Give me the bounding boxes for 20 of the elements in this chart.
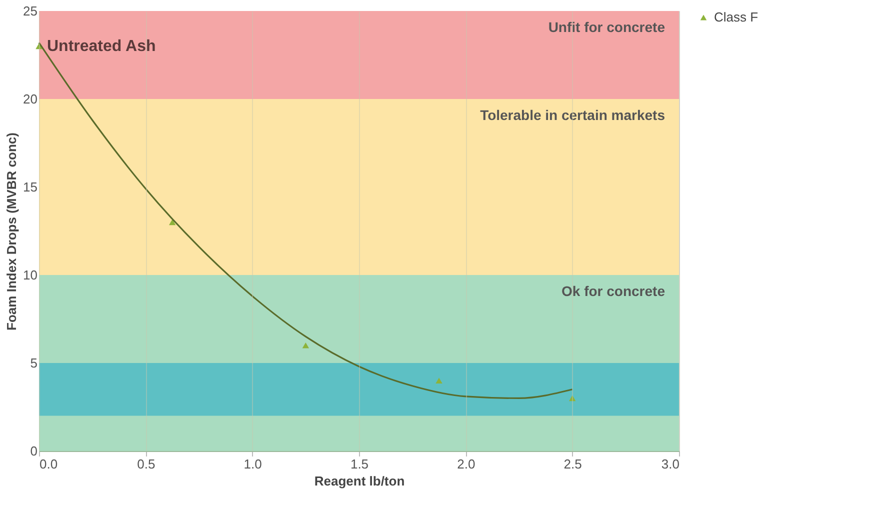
y-tick-label: 5 (30, 356, 38, 370)
annotation: Untreated Ash (47, 38, 156, 56)
band-label: Unfit for concrete (548, 19, 666, 35)
x-tick-label: 1.5 (350, 456, 369, 472)
x-tick-label: 1.0 (244, 456, 262, 472)
x-tick-label: 3.0 (661, 456, 680, 472)
band-label: Ok for concrete (562, 283, 666, 299)
x-tick-label: 0.5 (137, 456, 156, 472)
y-tick-label: 15 (23, 180, 38, 194)
legend-label: Class F (714, 10, 758, 24)
x-tick-label: 0.0 (40, 456, 58, 472)
band-label: Tolerable in certain markets (480, 107, 666, 123)
y-tick-label: 20 (23, 92, 38, 106)
x-tick-label: 2.5 (564, 456, 582, 472)
y-tick-label: 0 (30, 444, 38, 458)
x-tick-label: 2.0 (457, 456, 476, 472)
x-axis-title: Reagent lb/ton (314, 474, 405, 488)
y-tick-label: 25 (23, 4, 38, 18)
y-tick-label: 10 (23, 268, 38, 282)
y-axis-title: Foam Index Drops (MVBR conc) (4, 132, 20, 330)
